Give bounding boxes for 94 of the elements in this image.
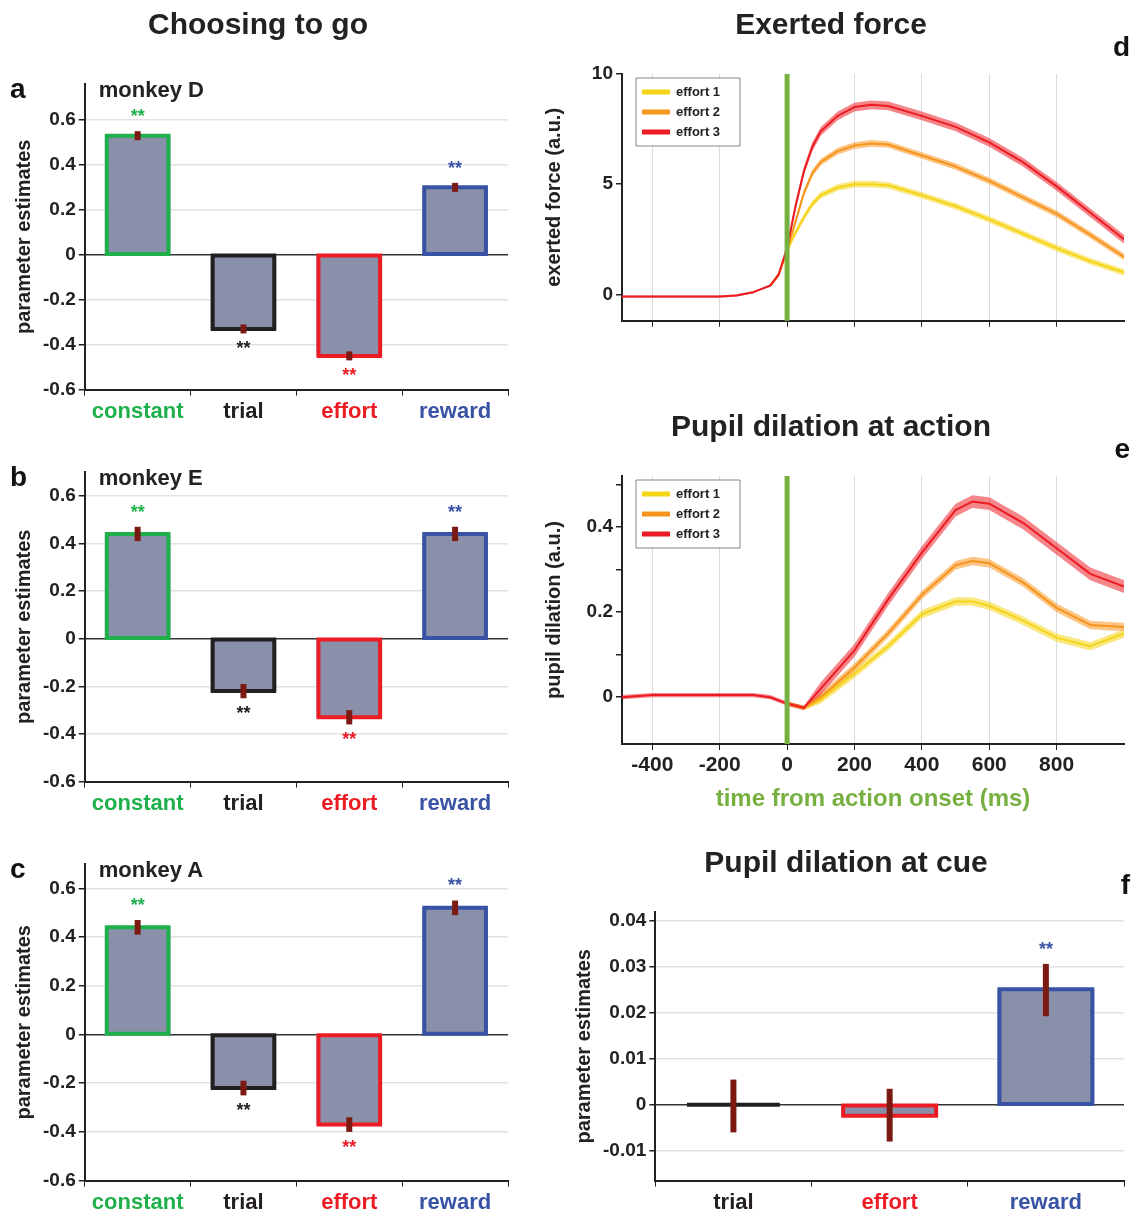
y-axis-title: parameter estimates bbox=[571, 949, 594, 1144]
x-tick-label: 200 bbox=[836, 752, 872, 776]
y-tick-label: 0.4 bbox=[49, 153, 77, 175]
text: d bbox=[1112, 30, 1130, 62]
y-tick-label: 0 bbox=[65, 243, 76, 265]
x-tick-label: trial bbox=[223, 397, 264, 423]
chart-subtitle: monkey E bbox=[98, 465, 203, 491]
y-tick-label: -0.6 bbox=[42, 1168, 76, 1190]
legend-label: effort 2 bbox=[676, 103, 721, 119]
annotation: ** bbox=[342, 729, 357, 750]
annotation: ** bbox=[342, 1136, 357, 1157]
y-tick-label: 0.2 bbox=[49, 198, 76, 220]
y-tick-label: 0.03 bbox=[609, 955, 647, 977]
x-axis-title: time from action onset (ms) bbox=[715, 784, 1031, 812]
y-tick-label: 5 bbox=[602, 172, 614, 194]
x-tick-label: trial bbox=[223, 1188, 264, 1214]
y-axis-title: parameter estimates bbox=[11, 529, 34, 725]
y-tick-label: 0.01 bbox=[609, 1047, 647, 1069]
x-tick-label: -200 bbox=[698, 752, 741, 776]
annotation: ** bbox=[236, 1100, 251, 1121]
y-axis-title: pupil dilation (a.u.) bbox=[541, 521, 564, 699]
annotation: ** bbox=[130, 894, 145, 915]
y-tick-label: 0.2 bbox=[586, 600, 613, 622]
chart-subtitle: monkey D bbox=[98, 77, 204, 103]
annotation: ** bbox=[448, 875, 463, 896]
text: e bbox=[1114, 432, 1130, 464]
chart-subtitle: monkey A bbox=[98, 857, 204, 883]
x-tick-label: constant bbox=[91, 397, 185, 423]
chart-title: Exerted force bbox=[735, 7, 927, 41]
y-tick-label: 0.4 bbox=[586, 515, 614, 537]
annotation: ** bbox=[236, 703, 251, 724]
x-tick-label: effort bbox=[321, 789, 379, 815]
y-tick-label: 0 bbox=[602, 282, 613, 304]
legend-label: effort 3 bbox=[676, 123, 721, 139]
x-tick-label: reward bbox=[419, 789, 492, 815]
y-tick-label: 0.4 bbox=[49, 531, 77, 553]
y-tick-label: 0.04 bbox=[609, 909, 647, 931]
y-tick-label: 0.4 bbox=[49, 925, 77, 947]
y-axis-title: exerted force (a.u.) bbox=[541, 107, 564, 287]
x-tick-label: reward bbox=[1009, 1188, 1082, 1214]
y-tick-label: 0 bbox=[65, 1022, 76, 1044]
chart-title: Pupil dilation at cue bbox=[704, 845, 988, 879]
y-tick-label: 0.6 bbox=[49, 484, 76, 506]
y-tick-label: -0.2 bbox=[42, 674, 76, 696]
chart-title: Pupil dilation at action bbox=[670, 409, 992, 443]
annotation: ** bbox=[130, 501, 145, 522]
chart-title: Choosing to go bbox=[148, 7, 368, 41]
y-tick-label: -0.2 bbox=[42, 287, 76, 309]
x-tick-label: reward bbox=[419, 397, 492, 423]
x-tick-label: 400 bbox=[904, 752, 940, 776]
annotation: ** bbox=[448, 157, 463, 178]
text: c bbox=[10, 852, 26, 884]
legend-label: effort 1 bbox=[676, 485, 721, 501]
y-tick-label: 0.2 bbox=[49, 579, 76, 601]
y-tick-label: -0.4 bbox=[42, 332, 77, 354]
x-tick-label: effort bbox=[321, 1188, 379, 1214]
annotation: ** bbox=[448, 501, 463, 522]
x-tick-label: 800 bbox=[1039, 752, 1075, 776]
annotation: ** bbox=[342, 365, 357, 386]
y-tick-label: -0.2 bbox=[42, 1071, 76, 1093]
x-tick-label: constant bbox=[91, 1188, 185, 1214]
annotation: ** bbox=[130, 106, 145, 127]
y-tick-label: -0.4 bbox=[42, 722, 77, 744]
legend-label: effort 2 bbox=[676, 505, 721, 521]
x-tick-label: effort bbox=[321, 397, 379, 423]
annotation: ** bbox=[1038, 938, 1053, 959]
y-axis-title: parameter estimates bbox=[11, 925, 34, 1120]
legend-label: effort 1 bbox=[676, 83, 721, 99]
legend-label: effort 3 bbox=[676, 525, 721, 541]
x-tick-label: trial bbox=[223, 789, 264, 815]
text: f bbox=[1120, 868, 1131, 900]
y-tick-label: 0.2 bbox=[49, 974, 76, 995]
x-tick-label: trial bbox=[713, 1188, 754, 1214]
y-tick-label: 0.02 bbox=[609, 1001, 647, 1023]
x-tick-label: 0 bbox=[781, 752, 793, 776]
y-tick-label: 0.6 bbox=[49, 108, 76, 130]
x-tick-label: constant bbox=[91, 789, 185, 815]
y-tick-label: -0.01 bbox=[602, 1138, 647, 1160]
y-tick-label: -0.6 bbox=[42, 769, 76, 791]
y-tick-label: -0.6 bbox=[42, 377, 76, 399]
y-tick-label: -0.4 bbox=[42, 1120, 77, 1142]
y-tick-label: 0 bbox=[65, 626, 76, 648]
x-tick-label: effort bbox=[861, 1188, 919, 1214]
x-tick-label: -400 bbox=[631, 752, 674, 776]
y-tick-label: 0.6 bbox=[49, 876, 76, 898]
x-tick-label: reward bbox=[419, 1188, 492, 1214]
y-tick-label: 10 bbox=[591, 62, 613, 84]
annotation: ** bbox=[236, 338, 251, 359]
y-tick-label: 0 bbox=[635, 1093, 647, 1115]
y-tick-label: 0 bbox=[602, 685, 613, 707]
x-tick-label: 600 bbox=[971, 752, 1007, 776]
text: b bbox=[10, 460, 28, 492]
y-axis-title: parameter estimates bbox=[11, 139, 34, 335]
text: a bbox=[10, 72, 26, 104]
